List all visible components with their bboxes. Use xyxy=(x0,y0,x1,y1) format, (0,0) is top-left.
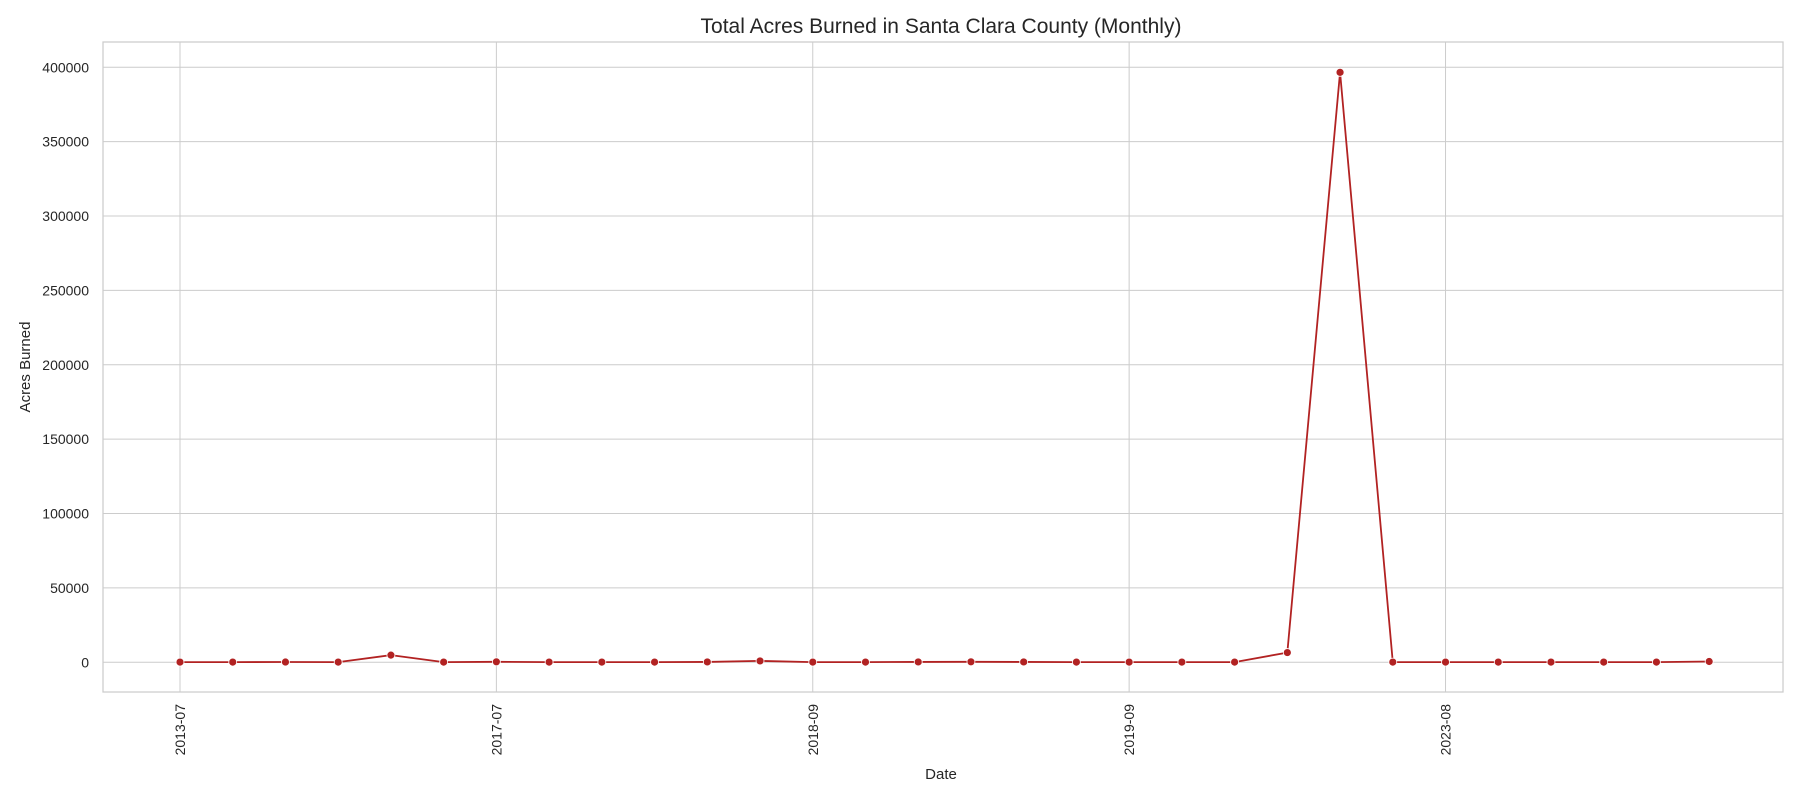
grid-lines xyxy=(103,42,1783,692)
x-tick-label: 2013-07 xyxy=(172,704,188,756)
y-axis: 0 50000 100000 150000 200000 250000 300000 3500… xyxy=(42,59,89,670)
data-point xyxy=(1704,657,1714,666)
data-point xyxy=(861,657,870,667)
data-point xyxy=(333,657,343,667)
x-tick-label: 2019-09 xyxy=(1121,704,1137,756)
data-point xyxy=(1019,657,1029,667)
data-point xyxy=(1124,657,1134,667)
data-point xyxy=(386,650,396,660)
data-point xyxy=(755,656,765,666)
data-point xyxy=(491,657,501,667)
x-tick-label: 2023-08 xyxy=(1438,704,1454,756)
data-point xyxy=(702,657,712,667)
data-point xyxy=(1230,657,1239,667)
data-point xyxy=(228,657,238,667)
data-point xyxy=(1388,657,1398,667)
data-point xyxy=(439,657,449,667)
x-tick-label: 2017-07 xyxy=(488,704,504,756)
data-point xyxy=(913,657,923,667)
data-point xyxy=(808,657,818,667)
y-tick-label: 300000 xyxy=(42,208,89,224)
data-point xyxy=(544,657,554,667)
data-point xyxy=(1335,67,1345,77)
data-point xyxy=(1599,657,1609,667)
data-point xyxy=(1441,657,1450,667)
plot-frame xyxy=(102,41,1784,693)
x-tick-label: 2018-09 xyxy=(805,704,821,756)
data-point xyxy=(966,657,976,667)
data-point xyxy=(1177,657,1187,667)
x-axis: 2013-07 2017-07 2018-09 2019-09 2023-08 xyxy=(172,704,1454,756)
chart-title: Total Acres Burned in Santa Clara County… xyxy=(701,15,1182,38)
data-point xyxy=(175,657,185,667)
data-point xyxy=(281,657,290,667)
y-tick-label: 100000 xyxy=(42,506,89,522)
y-tick-label: 200000 xyxy=(42,357,89,373)
y-tick-label: 400000 xyxy=(42,59,89,75)
series-layer xyxy=(175,67,1714,667)
data-point xyxy=(1493,657,1503,667)
x-axis-label: Date xyxy=(925,766,957,783)
data-point xyxy=(1652,657,1661,667)
y-axis-label: Acres Burned xyxy=(17,322,34,413)
y-tick-label: 350000 xyxy=(42,134,89,150)
series-line xyxy=(180,71,1710,663)
y-tick-label: 150000 xyxy=(42,431,89,447)
y-tick-label: 0 xyxy=(81,654,89,670)
data-point xyxy=(650,657,659,667)
data-point xyxy=(1546,657,1556,667)
y-tick-label: 250000 xyxy=(42,282,89,298)
data-point xyxy=(1072,657,1081,667)
y-tick-label: 50000 xyxy=(50,580,89,596)
data-point xyxy=(597,657,607,667)
data-point xyxy=(1282,648,1292,657)
